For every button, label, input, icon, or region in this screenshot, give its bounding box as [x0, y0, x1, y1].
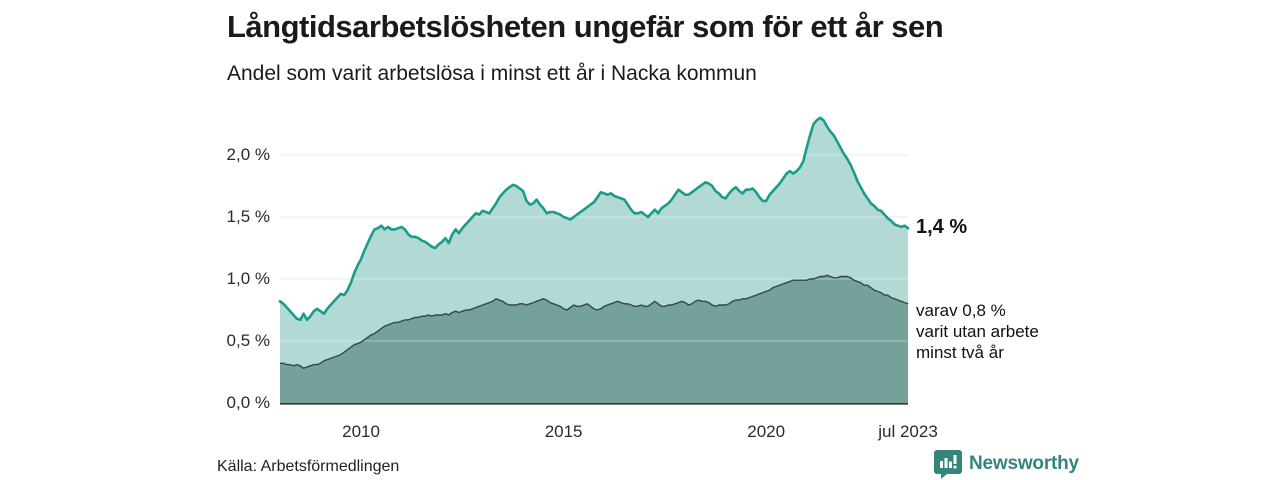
source-attribution: Källa: Arbetsförmedlingen — [217, 458, 400, 475]
x-axis-tick-label: jul 2023 — [878, 422, 938, 441]
brand-name: Newsworthy — [969, 453, 1079, 474]
two-year-annotation: varav 0,8 % varit utan arbete minst två … — [916, 301, 1039, 362]
x-axis-tick-label: 2020 — [747, 422, 786, 441]
newsworthy-logo: Newsworthy — [934, 449, 1079, 479]
area-unemployed-two-years — [280, 275, 908, 403]
chart-subtitle: Andel som varit arbetslösa i minst ett å… — [227, 62, 757, 85]
x-axis-tick-label: 2010 — [342, 422, 380, 441]
y-axis-tick-label: 1,0 % — [226, 269, 270, 288]
y-axis-tick-label: 1,5 % — [226, 207, 270, 226]
latest-value-label: 1,4 % — [916, 216, 968, 238]
line-unemployed-two-years — [280, 274, 909, 369]
x-axis-tick-label: 2015 — [544, 422, 583, 441]
y-axis-tick-label: 2,0 % — [226, 145, 270, 164]
y-axis-tick-label: 0,5 % — [226, 331, 270, 350]
y-axis-tick-label: 0,0 % — [226, 393, 270, 412]
page-title: Långtidsarbetslösheten ungefär som för e… — [227, 9, 944, 44]
line-unemployed-one-year — [278, 116, 910, 322]
bar-chart-badge-icon — [934, 450, 962, 479]
